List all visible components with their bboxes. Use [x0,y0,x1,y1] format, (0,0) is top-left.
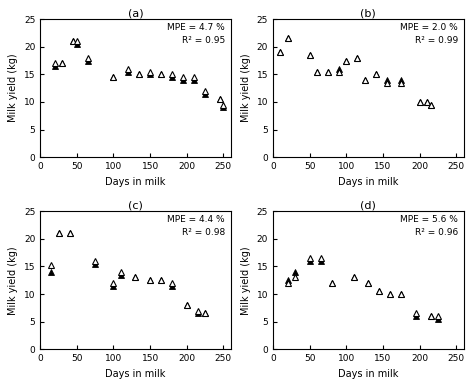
X-axis label: Days in milk: Days in milk [338,369,399,378]
X-axis label: Days in milk: Days in milk [338,176,399,187]
Text: MPE = 4.4 %
R² = 0.98: MPE = 4.4 % R² = 0.98 [167,215,225,237]
Text: MPE = 4.7 %
R² = 0.95: MPE = 4.7 % R² = 0.95 [167,23,225,45]
Title: (d): (d) [360,200,376,211]
Y-axis label: Milk yield (kg): Milk yield (kg) [241,54,251,122]
Title: (b): (b) [360,9,376,18]
X-axis label: Days in milk: Days in milk [105,369,165,378]
Text: MPE = 5.6 %
R² = 0.96: MPE = 5.6 % R² = 0.96 [400,215,458,237]
X-axis label: Days in milk: Days in milk [105,176,165,187]
Title: (a): (a) [128,9,143,18]
Y-axis label: Milk yield (kg): Milk yield (kg) [241,246,251,315]
Y-axis label: Milk yield (kg): Milk yield (kg) [9,54,18,122]
Text: MPE = 2.0 %
R² = 0.99: MPE = 2.0 % R² = 0.99 [400,23,458,45]
Title: (c): (c) [128,200,143,211]
Y-axis label: Milk yield (kg): Milk yield (kg) [9,246,18,315]
